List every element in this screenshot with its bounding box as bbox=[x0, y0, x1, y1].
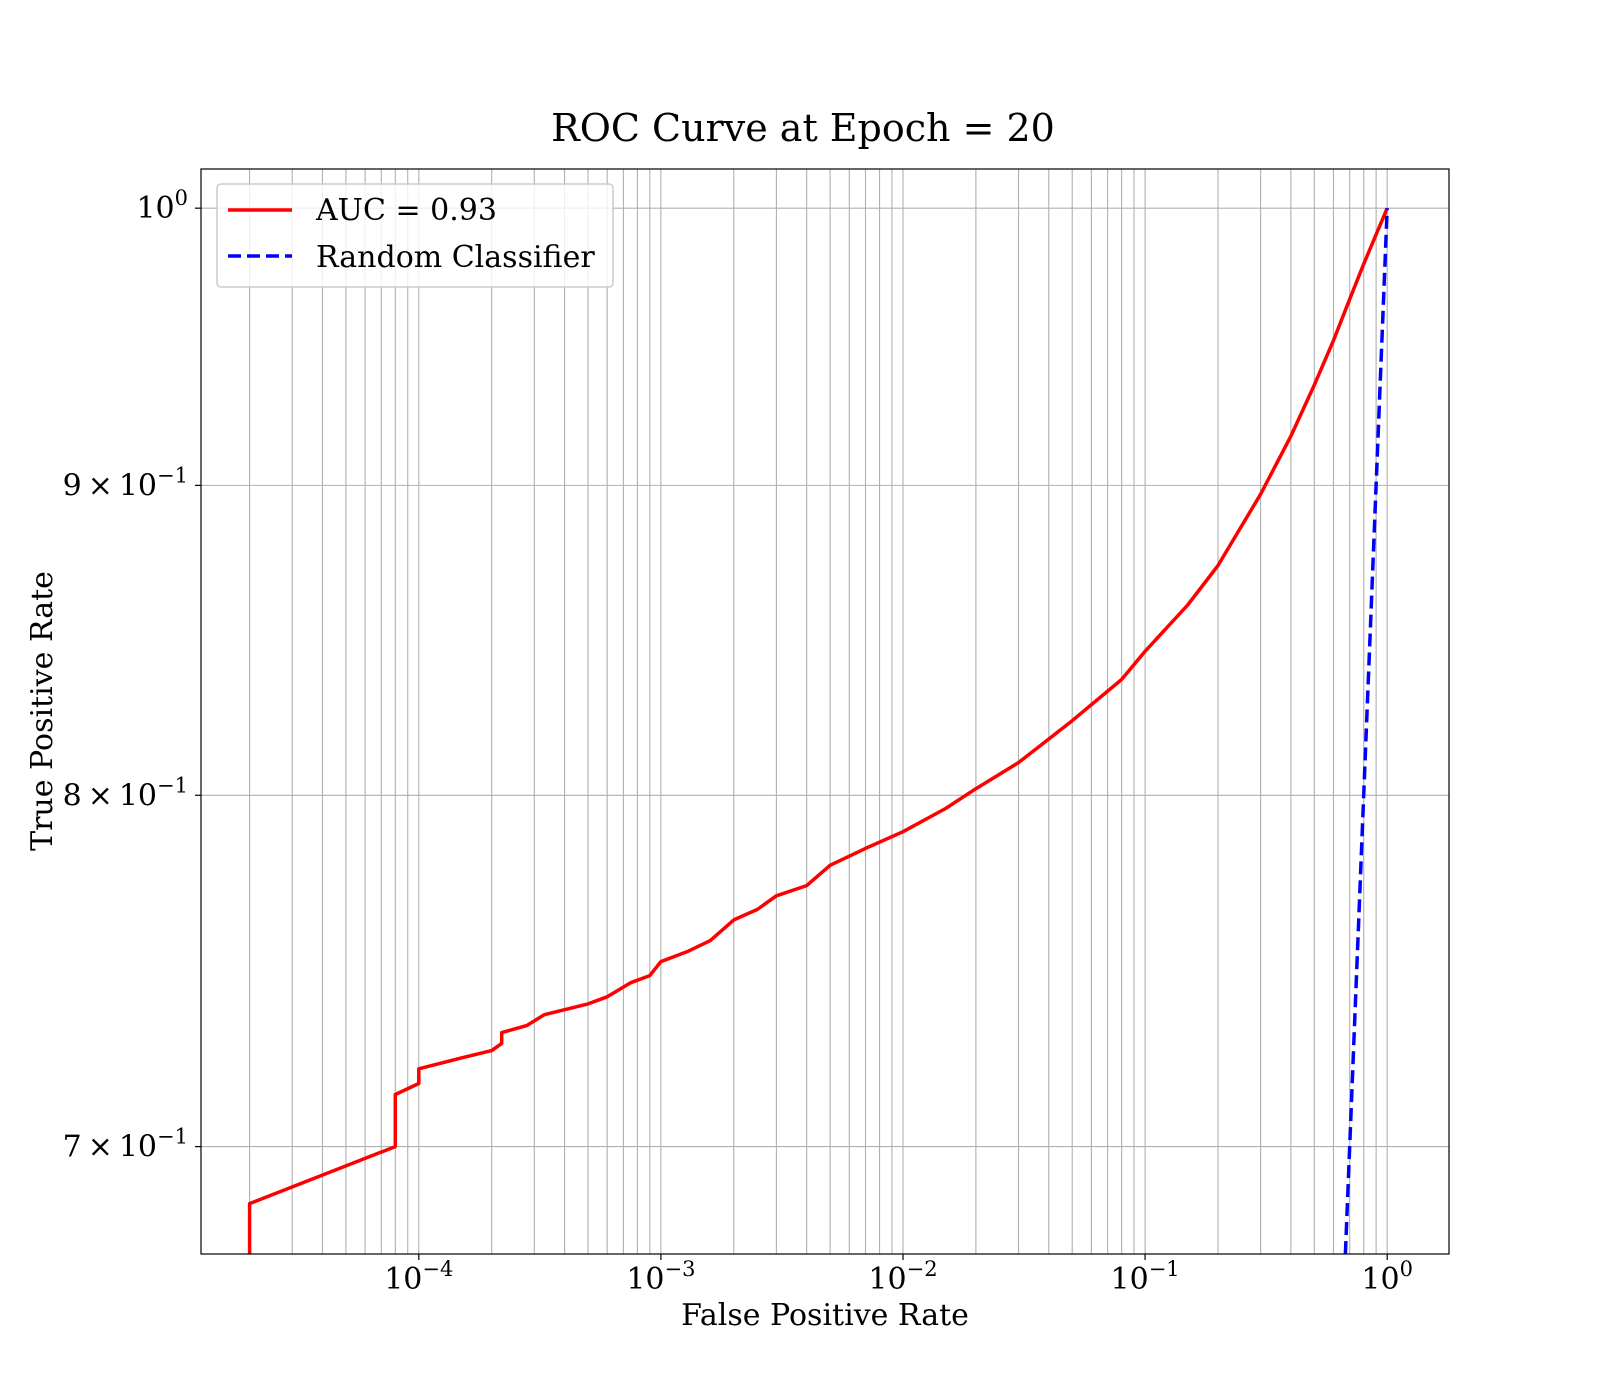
y-tick-label: 100 bbox=[136, 186, 188, 226]
x-tick-label: 100 bbox=[1361, 1257, 1413, 1297]
x-tick-labels: 10−4 10−3 10−2 10−1 100 bbox=[384, 1254, 1413, 1297]
y-tick-label: 7 × 10−1 bbox=[63, 1125, 188, 1165]
x-tick-label: 10−3 bbox=[626, 1257, 695, 1297]
legend: AUC = 0.93 Random Classifier bbox=[216, 183, 614, 288]
legend-label-auc: AUC = 0.93 bbox=[315, 193, 497, 228]
series-layer bbox=[247, 207, 1389, 1254]
x-tick-label: 10−1 bbox=[1111, 1257, 1180, 1297]
chart-title: ROC Curve at Epoch = 20 bbox=[551, 106, 1055, 150]
series-line-auc bbox=[247, 207, 1389, 1254]
legend-box bbox=[216, 183, 614, 288]
y-tick-label: 8 × 10−1 bbox=[63, 773, 188, 813]
series-line-random bbox=[1343, 208, 1389, 1254]
x-axis-label: False Positive Rate bbox=[681, 1298, 969, 1333]
y-tick-labels: 100 9 × 10−1 8 × 10−1 7 × 10−1 bbox=[63, 186, 201, 1165]
x-tick-label: 10−4 bbox=[384, 1257, 453, 1297]
legend-label-random: Random Classifier bbox=[316, 240, 595, 275]
plot-frame bbox=[200, 168, 1450, 1255]
y-tick-label: 9 × 10−1 bbox=[63, 463, 188, 503]
grid-layer bbox=[201, 169, 1449, 1254]
x-tick-label: 10−2 bbox=[868, 1257, 937, 1297]
y-axis-label: True Positive Rate bbox=[25, 571, 60, 851]
